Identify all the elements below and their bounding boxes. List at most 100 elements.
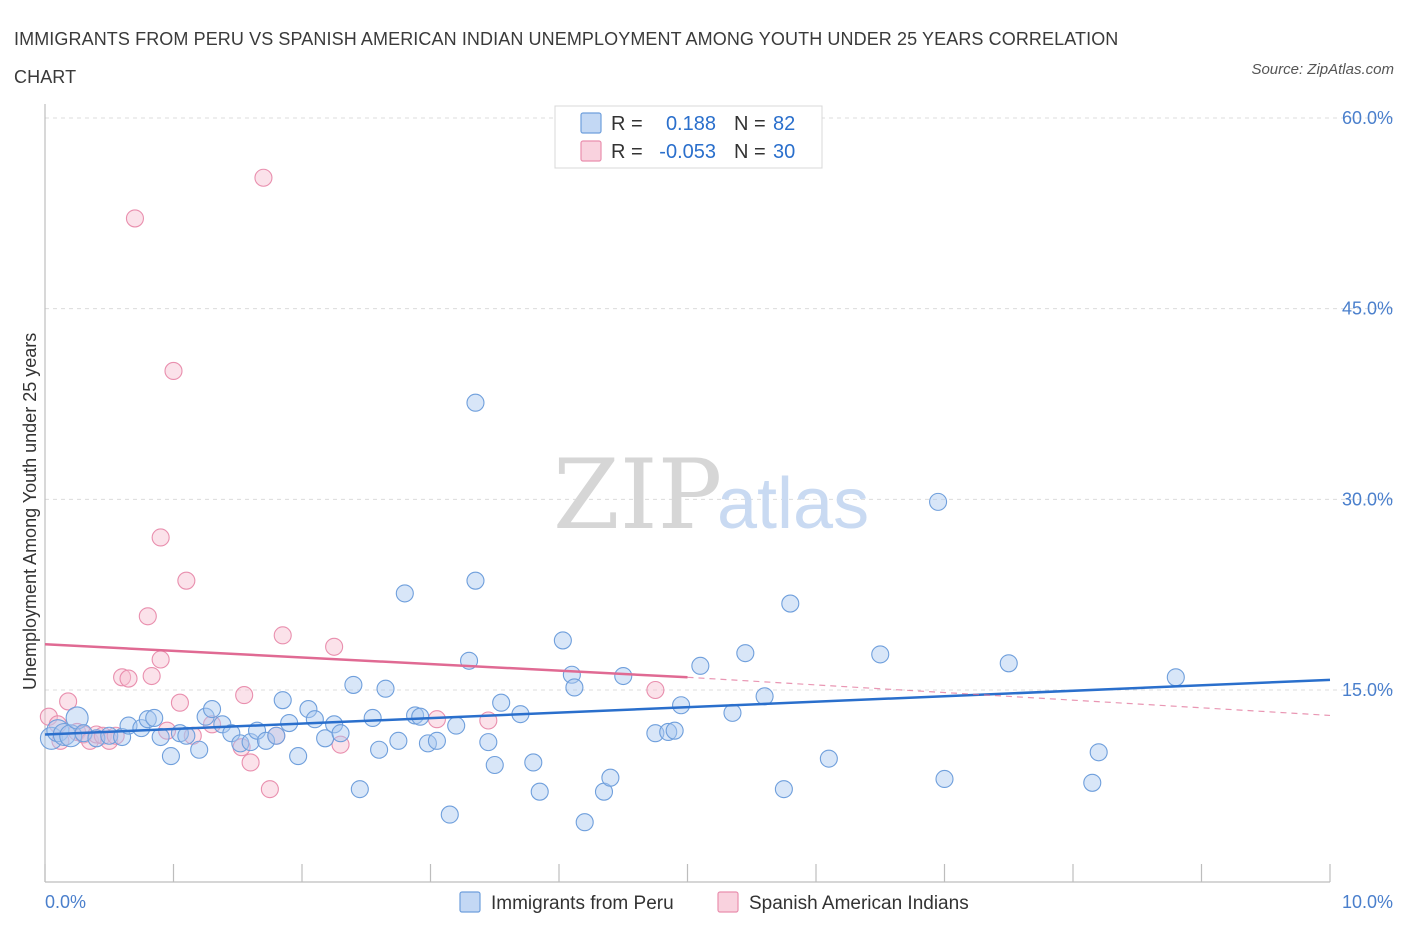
series-immigrants-from-peru	[39, 393, 1185, 832]
peru-point-55	[524, 753, 543, 772]
y-tick-label: 30.0%	[1342, 489, 1393, 509]
peru-point-76	[929, 492, 948, 511]
peru-point-18	[196, 707, 215, 726]
peru-point-52	[485, 755, 504, 775]
peru-point-53	[492, 693, 511, 712]
peru-point-60	[575, 813, 594, 832]
peru-point-11	[138, 710, 157, 729]
peru-point-59	[565, 678, 584, 697]
legend-r-label-blue: R =	[611, 113, 643, 135]
legend-n-label-blue: N =	[734, 113, 766, 135]
stats-legend: R = 0.188 N = 82 R = -0.053 N = 30	[554, 105, 823, 169]
peru-point-40	[389, 731, 408, 750]
peru-point-23	[241, 733, 260, 752]
tick-labels: 15.0% 30.0% 45.0% 60.0% 0.0% 10.0%	[45, 108, 1393, 912]
legend-r-value-pink: -0.053	[659, 141, 716, 163]
series-legend-swatch-blue	[459, 891, 481, 913]
peru-point-62	[601, 768, 620, 787]
spanish-american-indian-point-35	[646, 680, 665, 700]
spanish-american-indian-point-20	[170, 693, 189, 712]
peru-point-66	[665, 721, 684, 740]
x-tick-label-min: 0.0%	[45, 892, 86, 912]
peru-point-80	[1089, 743, 1108, 762]
spanish-american-indian-point-28	[254, 168, 273, 187]
peru-point-37	[363, 708, 382, 728]
series-legend: Immigrants from Peru Spanish American In…	[459, 891, 969, 914]
peru-point-19	[203, 700, 222, 719]
series-legend-swatch-pink	[717, 891, 739, 913]
spanish-american-indian-point-15	[142, 666, 161, 686]
axes	[44, 104, 1331, 883]
spanish-american-indian-trendline	[44, 642, 688, 679]
peru-point-79	[1083, 773, 1102, 792]
peru-point-12	[145, 708, 164, 728]
peru-point-69	[723, 703, 742, 722]
peru-point-33	[325, 715, 344, 734]
peru-trendline	[44, 678, 1331, 736]
peru-point-30	[299, 700, 318, 719]
legend-swatch-blue	[580, 112, 602, 134]
spanish-american-indian-point-26	[241, 753, 260, 772]
peru-point-35	[344, 675, 363, 694]
spanish-american-indian-point-19	[164, 361, 183, 381]
peru-point-50	[466, 571, 485, 590]
spanish-american-indian-point-30	[273, 626, 292, 645]
peru-point-65	[659, 722, 678, 741]
peru-point-10	[132, 719, 151, 738]
legend-n-label-pink: N =	[734, 141, 766, 163]
spanish-american-indian-point-13	[125, 209, 144, 228]
peru-point-78	[999, 654, 1018, 673]
spanish-american-indian-point-12	[119, 669, 138, 688]
peru-point-13	[151, 727, 170, 747]
y-tick-label: 15.0%	[1342, 680, 1393, 700]
peru-point-39	[376, 679, 395, 698]
peru-point-56	[530, 782, 549, 801]
trendlines	[44, 642, 1331, 736]
peru-point-14	[161, 747, 180, 766]
x-tick-label-max: 10.0%	[1342, 892, 1393, 912]
peru-point-57	[553, 631, 572, 650]
peru-point-26	[267, 726, 286, 745]
peru-point-67	[672, 696, 691, 715]
peru-point-75	[871, 645, 890, 664]
legend-r-value-blue: 0.188	[666, 113, 716, 135]
legend-swatch-pink	[580, 140, 602, 162]
series-legend-label-spanish-american-indians: Spanish American Indians	[749, 893, 969, 914]
peru-point-1	[46, 719, 70, 743]
peru-point-43	[411, 707, 430, 726]
peru-point-21	[222, 724, 241, 743]
peru-point-36	[350, 780, 369, 799]
legend-n-value-blue: 82	[773, 113, 795, 135]
peru-point-17	[190, 740, 209, 759]
spanish-american-indian-point-14	[138, 607, 157, 626]
peru-point-64	[646, 724, 665, 743]
peru-point-41	[395, 584, 414, 603]
spanish-american-indian-trendline-projected	[687, 676, 1331, 717]
peru-point-49	[466, 393, 485, 412]
peru-point-34	[331, 724, 350, 743]
watermark: ZIP atlas	[553, 439, 869, 551]
peru-point-45	[427, 731, 446, 750]
peru-point-29	[289, 747, 308, 766]
chart-title: IMMIGRANTS FROM PERU VS SPANISH AMERICAN…	[14, 29, 1119, 87]
y-tick-label: 45.0%	[1342, 299, 1393, 319]
spanish-american-indian-point-17	[151, 528, 170, 547]
grid-lines	[45, 117, 1395, 691]
peru-point-31	[305, 710, 324, 729]
spanish-american-indian-point-11	[113, 668, 132, 687]
peru-point-72	[774, 780, 793, 799]
peru-point-70	[736, 644, 755, 663]
spanish-american-indian-point-27	[260, 780, 279, 799]
peru-point-71	[755, 687, 774, 706]
legend-r-label-pink: R =	[611, 141, 643, 163]
peru-point-8	[113, 727, 132, 747]
y-tick-label: 60.0%	[1342, 108, 1393, 128]
spanish-american-indian-point-22	[177, 571, 196, 590]
peru-point-51	[479, 733, 498, 752]
peru-point-27	[273, 691, 292, 710]
peru-point-81	[1166, 668, 1185, 687]
spanish-american-indian-point-31	[325, 637, 344, 656]
peru-point-77	[935, 769, 954, 789]
peru-point-25	[256, 731, 276, 750]
